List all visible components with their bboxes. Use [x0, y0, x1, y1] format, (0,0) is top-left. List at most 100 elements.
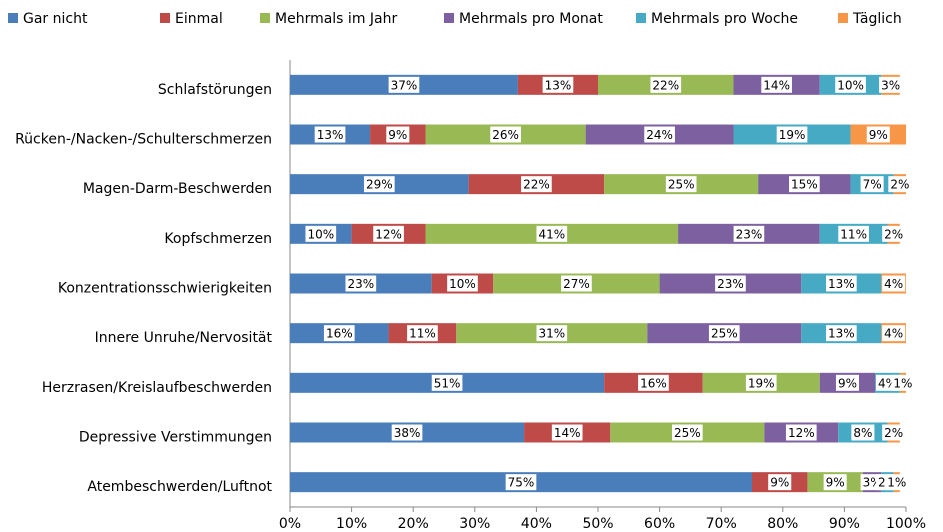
- data-label-bg: [561, 275, 592, 292]
- x-tick-label: 70%: [706, 516, 737, 532]
- data-label-bg: [882, 225, 906, 242]
- data-label-bg: [888, 176, 912, 193]
- data-label: 4%: [884, 277, 903, 291]
- data-label: 10%: [307, 227, 334, 241]
- data-label: 25%: [668, 178, 695, 192]
- data-label-bg: [885, 474, 909, 491]
- data-label-bg: [882, 275, 906, 292]
- data-label-bg: [825, 325, 857, 342]
- data-label: 13%: [545, 78, 572, 92]
- data-label-bg: [323, 325, 355, 342]
- data-label: 41%: [538, 227, 565, 241]
- data-label: 75%: [508, 476, 535, 490]
- data-label: 11%: [840, 227, 867, 241]
- category-label: Konzentrationsschwierigkeiten: [58, 281, 272, 297]
- data-label-bg: [823, 474, 847, 491]
- data-label: 10%: [837, 78, 864, 92]
- data-label-bg: [825, 275, 857, 292]
- data-label-bg: [715, 275, 746, 292]
- data-label-bg: [305, 225, 337, 242]
- data-label: 27%: [563, 277, 590, 291]
- legend-label: Gar nicht: [23, 11, 88, 27]
- data-label: 23%: [348, 277, 375, 291]
- x-tick-label: 40%: [521, 516, 552, 532]
- data-label: 16%: [326, 327, 353, 341]
- data-label-bg: [745, 374, 777, 391]
- data-label-bg: [708, 325, 740, 342]
- data-label-bg: [768, 474, 792, 491]
- data-label: 8%: [853, 426, 872, 440]
- data-label: 13%: [828, 277, 855, 291]
- data-label-bg: [650, 76, 682, 93]
- data-label-bg: [447, 275, 478, 292]
- data-label-bg: [671, 424, 703, 441]
- data-label-bg: [542, 76, 574, 93]
- data-label: 51%: [434, 376, 461, 390]
- data-label: 22%: [652, 78, 679, 92]
- data-label-bg: [490, 126, 521, 143]
- data-label-bg: [363, 176, 395, 193]
- data-label: 12%: [788, 426, 815, 440]
- x-tick-label: 0%: [279, 516, 301, 532]
- legend-swatch: [260, 13, 270, 23]
- data-label-bg: [879, 76, 903, 93]
- data-label: 24%: [646, 128, 673, 142]
- data-label-bg: [407, 325, 438, 342]
- data-label: 26%: [492, 128, 519, 142]
- data-label: 3%: [881, 78, 900, 92]
- data-label: 9%: [869, 128, 888, 142]
- data-label-bg: [851, 424, 875, 441]
- data-label: 9%: [388, 128, 407, 142]
- x-tick-label: 20%: [398, 516, 429, 532]
- x-tick-label: 80%: [767, 516, 798, 532]
- data-label: 37%: [391, 78, 418, 92]
- data-label-bg: [505, 474, 537, 491]
- data-label-bg: [835, 76, 866, 93]
- data-label-bg: [835, 374, 860, 391]
- data-label: 1%: [893, 376, 912, 390]
- legend-swatch: [160, 13, 170, 23]
- category-label: Herzrasen/Kreislaufbeschwerden: [42, 380, 272, 396]
- legend-swatch: [636, 13, 646, 23]
- data-label: 2%: [884, 426, 903, 440]
- data-label-bg: [638, 374, 669, 391]
- data-label-bg: [536, 325, 568, 342]
- data-label: 25%: [674, 426, 701, 440]
- data-label: 10%: [449, 277, 476, 291]
- data-label-bg: [314, 126, 346, 143]
- data-label: 22%: [523, 178, 550, 192]
- data-label-bg: [536, 225, 568, 242]
- category-label: Schlafstörungen: [158, 82, 272, 98]
- x-tick-label: 60%: [644, 516, 675, 532]
- data-label-bg: [665, 176, 697, 193]
- data-label: 4%: [884, 327, 903, 341]
- data-label: 14%: [763, 78, 790, 92]
- legend-label: Mehrmals pro Woche: [651, 11, 798, 27]
- data-label-bg: [733, 225, 765, 242]
- data-label: 16%: [640, 376, 667, 390]
- data-label: 13%: [317, 128, 344, 142]
- category-label: Kopfschmerzen: [164, 231, 272, 247]
- x-tick-label: 100%: [886, 516, 926, 532]
- data-label: 15%: [791, 178, 818, 192]
- data-label-bg: [776, 126, 808, 143]
- data-label: 12%: [375, 227, 402, 241]
- category-label: Rücken-/Nacken-/Schulterschmerzen: [15, 132, 272, 148]
- data-label: 19%: [748, 376, 775, 390]
- data-label: 23%: [736, 227, 763, 241]
- data-label-bg: [345, 275, 377, 292]
- data-label-bg: [882, 325, 906, 342]
- legend-swatch: [444, 13, 454, 23]
- data-label: 9%: [838, 376, 857, 390]
- data-label-bg: [373, 225, 404, 242]
- data-label: 11%: [409, 327, 436, 341]
- data-label: 25%: [711, 327, 738, 341]
- data-label: 31%: [538, 327, 565, 341]
- data-label: 9%: [826, 476, 845, 490]
- legend-swatch: [838, 13, 848, 23]
- data-label: 14%: [554, 426, 581, 440]
- data-label: 19%: [779, 128, 806, 142]
- category-label: Magen-Darm-Beschwerden: [83, 181, 272, 197]
- data-label-bg: [644, 126, 675, 143]
